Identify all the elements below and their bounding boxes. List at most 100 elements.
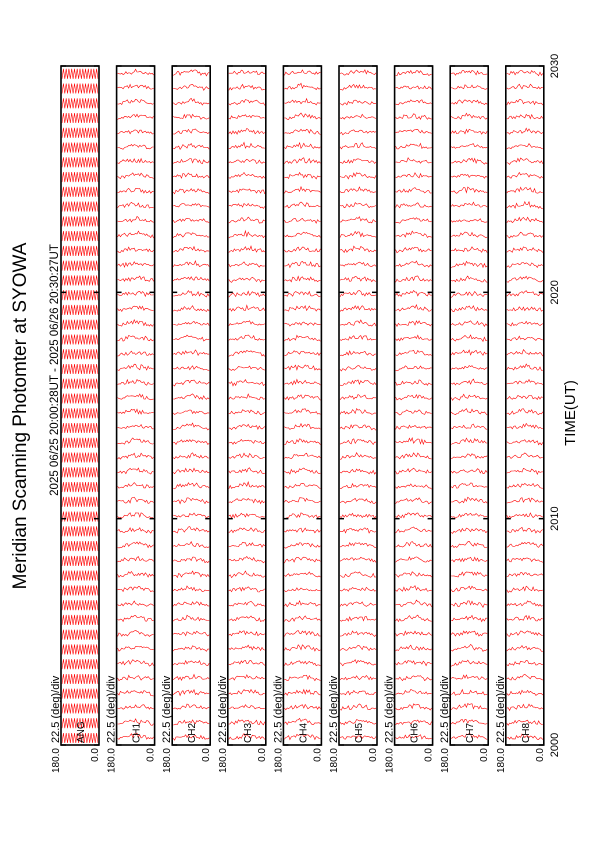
trace-line: [228, 527, 266, 534]
trace-line: [173, 365, 210, 371]
trace-line: [284, 599, 321, 608]
trace-line: [228, 498, 265, 505]
trace-line: [61, 688, 99, 699]
trace-line: [395, 660, 432, 667]
trace-line: [228, 320, 265, 326]
trace-line: [450, 393, 488, 401]
trace-line: [451, 290, 488, 298]
trace-line: [506, 439, 544, 446]
trace-line: [339, 99, 377, 106]
trace-line: [395, 630, 432, 637]
trace-line: [506, 363, 543, 371]
trace-line: [284, 438, 321, 445]
trace-line: [284, 482, 321, 489]
trace-line: [61, 600, 99, 611]
trace-line: [395, 85, 432, 90]
trace-line: [339, 186, 377, 193]
trace-line: [228, 512, 265, 519]
trace-line: [506, 306, 543, 312]
trace-line: [339, 365, 377, 372]
trace-line: [506, 143, 543, 150]
trace-line: [61, 718, 99, 729]
trace-line: [339, 424, 377, 431]
y-tick-label-max: 180.0: [329, 748, 340, 773]
trace-line: [451, 614, 488, 623]
trace-line: [395, 688, 432, 695]
trace-line: [506, 231, 544, 239]
trace-line: [228, 719, 266, 726]
trace-line: [117, 275, 154, 282]
trace-line: [451, 275, 488, 283]
trace-line: [284, 394, 321, 401]
trace-line: [61, 231, 99, 242]
trace-line: [173, 541, 210, 548]
trace-line: [506, 703, 543, 712]
trace-line: [451, 496, 488, 504]
trace-line: [228, 586, 266, 593]
x-tick-label: 2010: [549, 506, 561, 530]
trace-line: [173, 630, 210, 637]
trace-line: [173, 497, 210, 505]
trace-line: [284, 364, 321, 371]
trace-line: [284, 185, 321, 194]
trace-line: [339, 644, 377, 652]
trace-line: [451, 143, 488, 149]
trace-line: [117, 202, 154, 209]
trace-line: [228, 674, 265, 681]
trace-line: [506, 320, 543, 327]
trace-line: [451, 246, 488, 253]
trace-line: [506, 468, 543, 475]
trace-line: [228, 261, 265, 268]
trace-line: [339, 407, 377, 415]
trace-line: [228, 439, 266, 445]
trace-line: [395, 556, 432, 563]
trace-line: [228, 188, 266, 195]
trace-line: [395, 172, 432, 179]
trace-line: [506, 497, 543, 504]
trace-line: [61, 644, 99, 655]
panel-frame: [115, 65, 156, 746]
trace-line: [284, 275, 321, 283]
trace-line: [506, 171, 544, 179]
trace-line: [61, 260, 99, 271]
trace-line: [117, 629, 154, 637]
trace-line: [61, 245, 99, 256]
trace-line: [61, 157, 99, 168]
trace-line: [506, 422, 543, 430]
trace-line: [506, 127, 543, 135]
trace-line: [506, 70, 544, 77]
y-tick-label-max: 180.0: [162, 748, 173, 773]
trace-line: [450, 585, 488, 593]
panel-frame: [171, 65, 211, 746]
trace-line: [284, 231, 321, 238]
trace-group: [228, 69, 266, 740]
trace-line: [172, 217, 210, 223]
trace-line: [395, 334, 432, 342]
trace-line: [61, 511, 99, 522]
trace-line: [117, 600, 154, 607]
trace-line: [117, 690, 154, 697]
trace-line: [172, 259, 210, 267]
trace-line: [451, 527, 488, 534]
trace-line: [172, 659, 210, 667]
trace-line: [506, 719, 543, 726]
trace-line: [506, 541, 544, 548]
trace-line: [450, 365, 488, 370]
trace-line: [117, 496, 154, 504]
trace-line: [61, 127, 99, 138]
trace-line: [395, 424, 432, 430]
trace-line: [450, 719, 488, 725]
trace-line: [506, 262, 543, 268]
panel-frame: [393, 65, 434, 746]
trace-line: [339, 703, 377, 711]
trace-line: [395, 303, 432, 312]
x-tick-label: 2030: [549, 54, 561, 78]
trace-line: [117, 645, 154, 652]
trace-line: [173, 393, 210, 401]
trace-line: [117, 674, 154, 682]
trace-line: [395, 526, 432, 534]
trace-line: [450, 218, 488, 223]
